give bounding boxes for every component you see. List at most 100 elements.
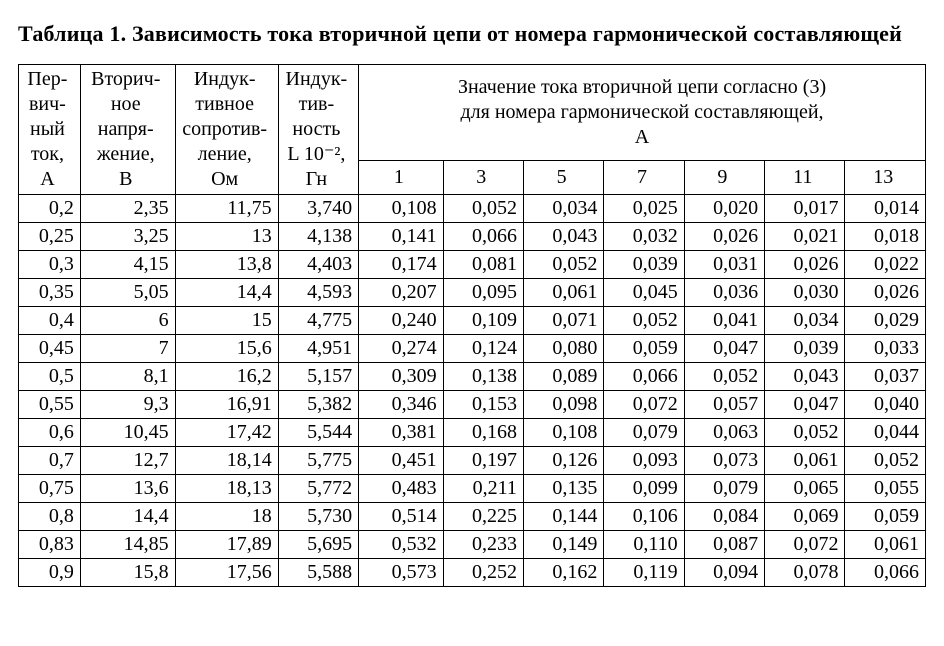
table-cell: 0,037 bbox=[845, 363, 926, 391]
table-cell: 0,061 bbox=[765, 447, 845, 475]
table-cell: 0,240 bbox=[359, 307, 444, 335]
table-cell: 0,063 bbox=[684, 419, 764, 447]
table-cell: 0,144 bbox=[523, 503, 603, 531]
header-harmonic-5: 5 bbox=[523, 161, 603, 195]
table-cell: 11,75 bbox=[175, 195, 278, 223]
table-cell: 5,544 bbox=[278, 419, 358, 447]
table-cell: 0,069 bbox=[765, 503, 845, 531]
table-cell: 0,75 bbox=[19, 475, 81, 503]
table-cell: 0,451 bbox=[359, 447, 444, 475]
table-cell: 0,9 bbox=[19, 559, 81, 587]
table-cell: 0,197 bbox=[443, 447, 523, 475]
table-cell: 4,775 bbox=[278, 307, 358, 335]
table-cell: 0,072 bbox=[765, 531, 845, 559]
table-cell: 0,110 bbox=[604, 531, 684, 559]
table-cell: 0,039 bbox=[765, 335, 845, 363]
table-cell: 0,018 bbox=[845, 223, 926, 251]
table-cell: 0,2 bbox=[19, 195, 81, 223]
table-cell: 0,079 bbox=[684, 475, 764, 503]
table-cell: 0,162 bbox=[523, 559, 603, 587]
table-cell: 0,381 bbox=[359, 419, 444, 447]
table-cell: 0,026 bbox=[845, 279, 926, 307]
table-cell: 13,8 bbox=[175, 251, 278, 279]
table-cell: 8,1 bbox=[80, 363, 175, 391]
table-cell: 5,382 bbox=[278, 391, 358, 419]
header-harmonic-13: 13 bbox=[845, 161, 926, 195]
table-cell: 4,951 bbox=[278, 335, 358, 363]
table-cell: 0,098 bbox=[523, 391, 603, 419]
table-row: 0,559,316,915,3820,3460,1530,0980,0720,0… bbox=[19, 391, 926, 419]
table-row: 0,610,4517,425,5440,3810,1680,1080,0790,… bbox=[19, 419, 926, 447]
table-row: 0,915,817,565,5880,5730,2520,1620,1190,0… bbox=[19, 559, 926, 587]
header-harmonics-span: Значение тока вторичной цепи согласно (3… bbox=[359, 65, 926, 161]
table-cell: 13,6 bbox=[80, 475, 175, 503]
table-cell: 5,05 bbox=[80, 279, 175, 307]
table-cell: 0,026 bbox=[684, 223, 764, 251]
table-cell: 0,573 bbox=[359, 559, 444, 587]
table-cell: 5,730 bbox=[278, 503, 358, 531]
header-inductive-resistance: Индук-тивноесопротив-ление,Ом bbox=[175, 65, 278, 195]
table-cell: 16,2 bbox=[175, 363, 278, 391]
table-cell: 9,3 bbox=[80, 391, 175, 419]
table-cell: 7 bbox=[80, 335, 175, 363]
table-row: 0,253,25134,1380,1410,0660,0430,0320,026… bbox=[19, 223, 926, 251]
table-cell: 0,017 bbox=[765, 195, 845, 223]
table-cell: 0,059 bbox=[845, 503, 926, 531]
table-cell: 0,346 bbox=[359, 391, 444, 419]
table-cell: 0,071 bbox=[523, 307, 603, 335]
header-harmonic-1: 1 bbox=[359, 161, 444, 195]
table-cell: 0,036 bbox=[684, 279, 764, 307]
table-cell: 5,157 bbox=[278, 363, 358, 391]
table-row: 0,7513,618,135,7720,4830,2110,1350,0990,… bbox=[19, 475, 926, 503]
table-cell: 0,153 bbox=[443, 391, 523, 419]
table-cell: 0,020 bbox=[684, 195, 764, 223]
table-cell: 5,695 bbox=[278, 531, 358, 559]
table-cell: 0,483 bbox=[359, 475, 444, 503]
table-cell: 0,066 bbox=[604, 363, 684, 391]
table-body: 0,22,3511,753,7400,1080,0520,0340,0250,0… bbox=[19, 195, 926, 587]
table-cell: 4,138 bbox=[278, 223, 358, 251]
table-cell: 0,3 bbox=[19, 251, 81, 279]
table-cell: 0,079 bbox=[604, 419, 684, 447]
table-cell: 0,168 bbox=[443, 419, 523, 447]
table-cell: 0,309 bbox=[359, 363, 444, 391]
table-cell: 0,109 bbox=[443, 307, 523, 335]
table-cell: 17,56 bbox=[175, 559, 278, 587]
table-cell: 15 bbox=[175, 307, 278, 335]
table-cell: 0,252 bbox=[443, 559, 523, 587]
table-cell: 0,061 bbox=[523, 279, 603, 307]
table-cell: 0,138 bbox=[443, 363, 523, 391]
table-cell: 4,15 bbox=[80, 251, 175, 279]
table-cell: 0,108 bbox=[359, 195, 444, 223]
table-cell: 5,588 bbox=[278, 559, 358, 587]
table-cell: 0,033 bbox=[845, 335, 926, 363]
table-cell: 0,135 bbox=[523, 475, 603, 503]
table-cell: 0,061 bbox=[845, 531, 926, 559]
table-cell: 14,4 bbox=[175, 279, 278, 307]
table-cell: 0,034 bbox=[523, 195, 603, 223]
table-cell: 0,093 bbox=[604, 447, 684, 475]
header-primary-current: Пер-вич-ныйток,А bbox=[19, 65, 81, 195]
table-cell: 0,087 bbox=[684, 531, 764, 559]
table-cell: 0,052 bbox=[845, 447, 926, 475]
table-row: 0,355,0514,44,5930,2070,0950,0610,0450,0… bbox=[19, 279, 926, 307]
table-cell: 2,35 bbox=[80, 195, 175, 223]
table-cell: 5,772 bbox=[278, 475, 358, 503]
table-cell: 0,25 bbox=[19, 223, 81, 251]
table-cell: 0,040 bbox=[845, 391, 926, 419]
header-inductance: Индук-тив-ностьL 10⁻²,Гн bbox=[278, 65, 358, 195]
table-cell: 0,044 bbox=[845, 419, 926, 447]
table-cell: 18,14 bbox=[175, 447, 278, 475]
table-row: 0,8314,8517,895,6950,5320,2330,1490,1100… bbox=[19, 531, 926, 559]
table-cell: 0,032 bbox=[604, 223, 684, 251]
table-cell: 0,026 bbox=[765, 251, 845, 279]
table-cell: 0,065 bbox=[765, 475, 845, 503]
table-cell: 0,029 bbox=[845, 307, 926, 335]
page: { "title": "Таблица 1. Зависимость тока … bbox=[0, 0, 944, 646]
table-cell: 0,041 bbox=[684, 307, 764, 335]
table-cell: 0,014 bbox=[845, 195, 926, 223]
table-cell: 0,066 bbox=[845, 559, 926, 587]
table-cell: 3,740 bbox=[278, 195, 358, 223]
table-cell: 14,4 bbox=[80, 503, 175, 531]
header-secondary-voltage: Вторич-ноенапря-жение,В bbox=[80, 65, 175, 195]
